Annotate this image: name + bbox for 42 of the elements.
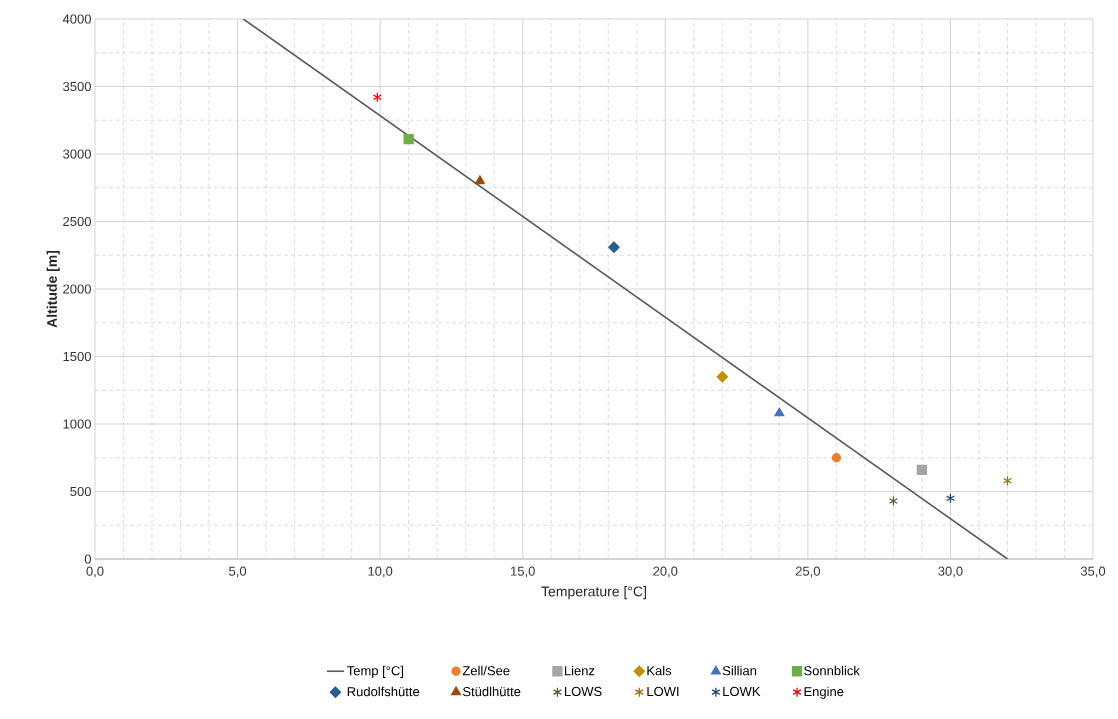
point: [403, 133, 414, 145]
x-tick-label: 0,0: [86, 566, 104, 578]
point: [888, 495, 898, 507]
legend-label: Sonnblick: [804, 665, 860, 676]
y-tick-label: 500: [70, 486, 91, 497]
point: [945, 493, 955, 504]
y-tick-label: 2500: [63, 216, 91, 227]
point: [1002, 475, 1013, 486]
y-tick-label: 2000: [63, 284, 91, 294]
y-tick-label: 1000: [63, 419, 91, 429]
legend-label: LOWS: [564, 686, 602, 697]
legend-label: LOWK: [723, 686, 761, 697]
x-tick-label: 30,0: [938, 566, 963, 578]
point: [474, 175, 485, 185]
legend-label: Sillian: [722, 665, 757, 676]
x-tick-label: 35,0: [1080, 566, 1106, 578]
legend-label: Lienz: [564, 665, 595, 676]
x-axis-title: Temperature [°C]: [541, 586, 646, 600]
point: [831, 453, 842, 463]
legend-label: Stüdlhütte: [462, 686, 521, 697]
y-tick-label: 1500: [63, 351, 91, 362]
y-axis-title: Altitude [m]: [46, 250, 60, 328]
point: [774, 407, 785, 417]
x-tick-label: 20,0: [653, 566, 678, 578]
y-tick-label: 4000: [62, 14, 91, 24]
point: [608, 241, 620, 253]
legend-label: Kals: [647, 665, 672, 676]
x-tick-label: 25,0: [795, 566, 820, 578]
legend-label: LOWI: [647, 686, 679, 697]
point: [716, 371, 729, 383]
x-tick-label: 15,0: [511, 566, 535, 578]
point: [916, 464, 928, 476]
x-tick-label: 10,0: [368, 566, 393, 578]
y-tick-label: 3500: [63, 81, 91, 92]
point: [372, 92, 382, 103]
legend-label: Engine: [804, 686, 844, 699]
legend-label: Zell/See: [462, 665, 510, 676]
legend-label: Rudolfshütte: [347, 686, 420, 697]
x-tick-label: 5,0: [229, 566, 247, 578]
y-tick-label: 0: [84, 554, 91, 564]
y-tick-label: 3000: [63, 149, 91, 159]
legend-label: Temp [°C]: [347, 665, 404, 678]
